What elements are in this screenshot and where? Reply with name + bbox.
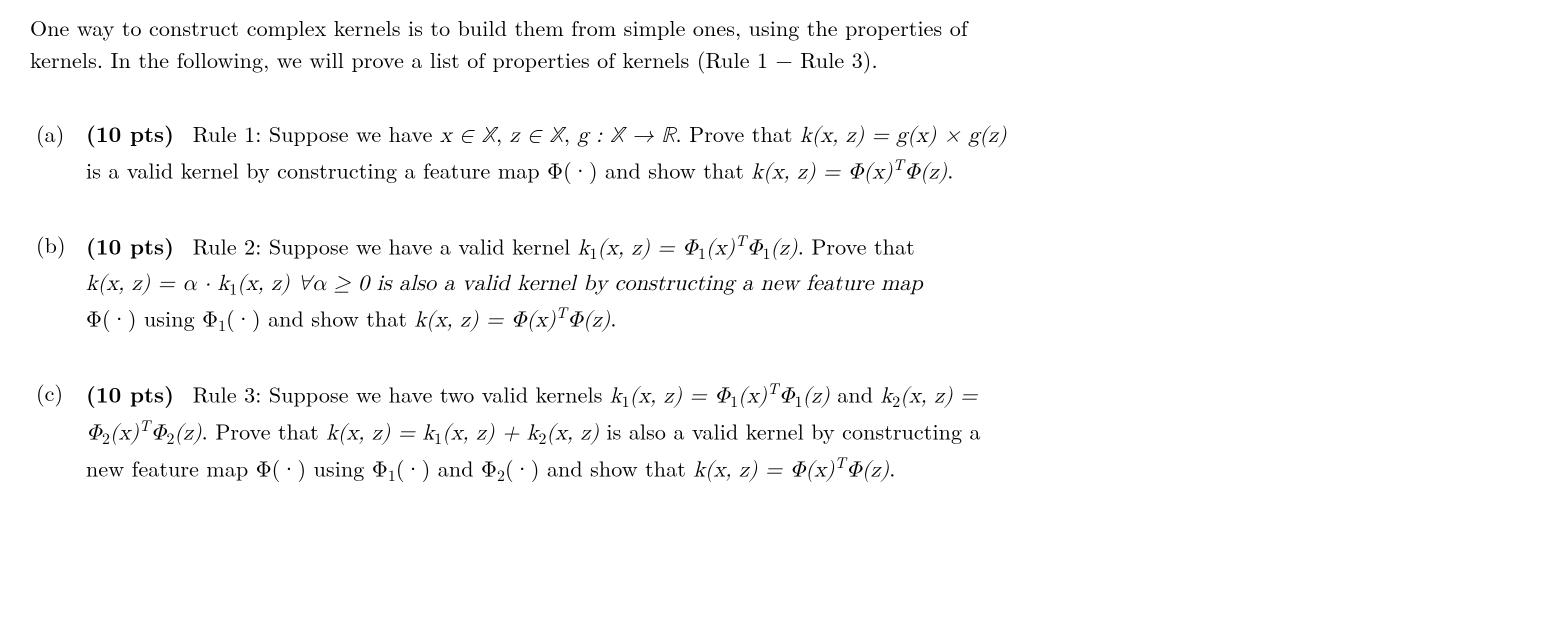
a-supT: T xyxy=(893,152,904,175)
b-phiz2: Φ(z) xyxy=(567,309,610,331)
item-a-points: (10 pts) xyxy=(86,118,174,149)
c-z: (z) xyxy=(803,386,830,408)
c-dot: . xyxy=(889,452,895,483)
c-k2-sub: 2 xyxy=(892,389,900,412)
b-t2: . Prove that xyxy=(798,231,915,262)
item-c: (c) (10 pts) Rule 3: Suppose we have two… xyxy=(30,377,1516,487)
a-kxz-eq: k(x, z) = g(x) × g(z) xyxy=(800,125,1007,147)
a-comma1: , xyxy=(496,118,510,149)
b-supT: T xyxy=(735,228,746,251)
c-line3a: new feature map Φ(·) using Φ xyxy=(86,452,388,483)
c-line2c: is also a valid kernel by constructing a xyxy=(599,416,981,447)
a-kxz-phi: k(x, z) = Φ(x) xyxy=(751,161,892,183)
b-dot: . xyxy=(610,302,616,333)
item-a-rule xyxy=(182,118,193,149)
b-t1: Suppose we have a valid kernel xyxy=(261,231,577,262)
c-line3-sub1: 1 xyxy=(388,463,396,486)
a-comma2: , xyxy=(564,118,578,149)
item-c-rule-text: Rule 3: xyxy=(193,379,262,410)
c-sumk: k(x, z) = k xyxy=(326,423,434,445)
a-t1: Suppose we have xyxy=(261,118,439,149)
item-b-points: (10 pts) xyxy=(86,231,174,262)
c-line3b: (·) and Φ xyxy=(396,452,497,483)
a-z-in-X: z ∈ 𝕏 xyxy=(510,125,564,147)
c-supT3: T xyxy=(835,450,846,473)
b-line2b: (x, z) ∀α ≥ 0 is also a valid kernel by … xyxy=(237,273,923,295)
c-phi1z: Φ xyxy=(779,386,795,408)
c-plus: (x, z) + k xyxy=(442,423,538,445)
c-k1-sub: 1 xyxy=(622,389,630,412)
intro-line-1: One way to construct complex kernels is … xyxy=(30,12,968,43)
item-a: (a) (10 pts) Rule 1: Suppose we have x ∈… xyxy=(30,118,1516,189)
c-t1: Suppose we have two valid kernels xyxy=(261,379,609,410)
c-kxz: k(x, z) = Φ(x) xyxy=(693,459,834,481)
b-eq: = Φ xyxy=(650,238,698,260)
c-phi2z: Φ xyxy=(150,423,166,445)
item-b-label: (b) xyxy=(30,229,86,337)
b-phi1z-sym: Φ xyxy=(747,238,763,260)
c-phi1a-sub: 1 xyxy=(730,389,738,412)
c-xz2: (x, z) = xyxy=(900,386,977,408)
c-k1: k xyxy=(610,386,622,408)
c-supT: T xyxy=(767,376,778,399)
c-z2: (z) xyxy=(174,423,201,445)
b-phi1b-sub: 1 xyxy=(762,241,770,264)
c-k2: k xyxy=(880,386,892,408)
item-a-label: (a) xyxy=(30,118,86,189)
c-line2a: Φ xyxy=(86,423,102,445)
item-b-rule-text: Rule 2: xyxy=(193,231,262,262)
c-phi2a-sub: 2 xyxy=(102,426,110,449)
b-line3-sub: 1 xyxy=(218,313,226,336)
a-g-decl: g : 𝕏 → ℝ xyxy=(578,125,676,147)
b-supT2: T xyxy=(556,300,567,323)
b-sp xyxy=(182,231,193,262)
c-phiz: Φ(z) xyxy=(846,459,889,481)
b-line3a: Φ(·) using Φ xyxy=(86,302,218,333)
item-a-body: (10 pts) Rule 1: Suppose we have x ∈ 𝕏, … xyxy=(86,118,1516,189)
item-b-body: (10 pts) Rule 2: Suppose we have a valid… xyxy=(86,229,1516,337)
c-phi2x: (x) xyxy=(110,423,139,445)
c-phi1x: (x) xyxy=(738,386,767,408)
c-sumk-sub1: 1 xyxy=(434,426,442,449)
c-line2b: . Prove that xyxy=(202,416,327,447)
b-phi1x: (x) xyxy=(706,238,735,260)
item-c-label: (c) xyxy=(30,377,86,487)
b-kxz: k(x, z) = Φ(x) xyxy=(414,309,555,331)
item-a-rule-text: Rule 1: xyxy=(193,118,262,149)
intro-line-2: kernels. In the following, we will prove… xyxy=(30,44,878,75)
item-c-body: (10 pts) Rule 3: Suppose we have two val… xyxy=(86,377,1516,487)
b-line3b: (·) and show that xyxy=(226,302,414,333)
b-phi1a-sub: 1 xyxy=(698,241,706,264)
b-xz: (x, z) xyxy=(597,238,650,260)
b-z: (z) xyxy=(771,238,798,260)
item-b: (b) (10 pts) Rule 2: Suppose we have a v… xyxy=(30,229,1516,337)
c-line3-sub2: 2 xyxy=(497,463,505,486)
c-phi1b-sub: 1 xyxy=(795,389,803,412)
a-t2: . Prove that xyxy=(675,118,800,149)
c-and: and xyxy=(830,379,881,410)
a-t3: is a valid kernel by constructing a feat… xyxy=(86,154,751,185)
b-line2a: k(x, z) = α · k xyxy=(86,273,229,295)
c-xz3: (x, z) xyxy=(546,423,599,445)
c-supT2: T xyxy=(139,413,150,436)
c-xz: (x, z) = Φ xyxy=(630,386,731,408)
c-sp xyxy=(182,379,193,410)
b-k1: k xyxy=(578,238,590,260)
a-phiz: Φ(z) xyxy=(904,161,947,183)
intro-paragraph: One way to construct complex kernels is … xyxy=(30,12,1516,76)
problem-page: One way to construct complex kernels is … xyxy=(0,0,1546,622)
a-dot: . xyxy=(947,154,953,185)
item-c-points: (10 pts) xyxy=(86,379,174,410)
c-line3c: (·) and show that xyxy=(505,452,693,483)
a-x-in-X: x ∈ 𝕏 xyxy=(440,125,496,147)
